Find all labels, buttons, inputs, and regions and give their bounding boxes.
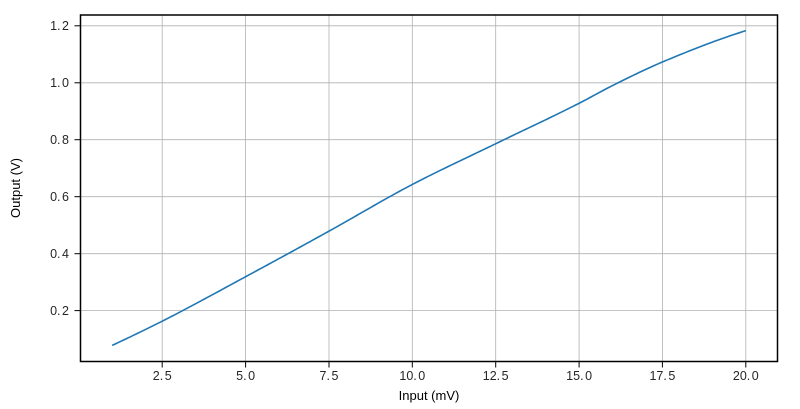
svg-text:Input (mV): Input (mV) (399, 388, 460, 403)
svg-text:0.6: 0. 6 (50, 190, 69, 204)
svg-text:0.4: 0. 4 (50, 247, 69, 261)
svg-text:1.0: 1. 0 (50, 76, 69, 90)
svg-text:0.8: 0. 8 (50, 133, 69, 147)
svg-text:12.5: 12. 5 (483, 369, 509, 383)
svg-text:0.2: 0. 2 (50, 304, 69, 318)
svg-text:10.0: 10. 0 (399, 369, 425, 383)
svg-text:5.0: 5. 0 (236, 369, 255, 383)
svg-text:15.0: 15. 0 (566, 369, 592, 383)
svg-text:17.5: 17. 5 (649, 369, 675, 383)
svg-text:2.5: 2. 5 (153, 369, 172, 383)
svg-text:Output (V): Output (V) (8, 158, 23, 218)
svg-text:7.5: 7. 5 (320, 369, 339, 383)
svg-text:1.2: 1. 2 (50, 19, 69, 33)
svg-text:20.0: 20. 0 (733, 369, 759, 383)
